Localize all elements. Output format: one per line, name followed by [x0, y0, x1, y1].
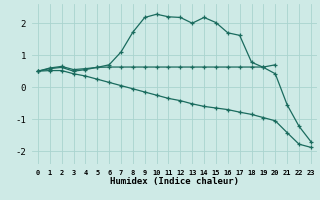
X-axis label: Humidex (Indice chaleur): Humidex (Indice chaleur)	[110, 177, 239, 186]
